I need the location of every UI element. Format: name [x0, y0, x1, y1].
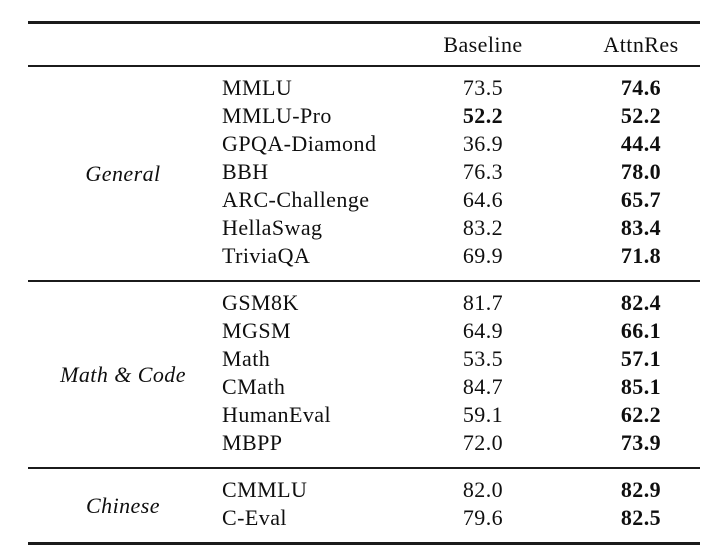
- group-general: General MMLU 73.5 74.6 MMLU-Pro 52.2 52.…: [28, 66, 700, 281]
- baseline-value: 72.0: [462, 430, 504, 455]
- baseline-value: 76.3: [462, 159, 504, 184]
- group-math-code: Math & Code GSM8K 81.7 82.4 MGSM 64.9 66…: [28, 281, 700, 468]
- table-row: GPQA-Diamond 36.9 44.4: [28, 130, 700, 158]
- attnres-value: 85.1: [620, 374, 662, 399]
- table-row: C-Eval 79.6 82.5: [28, 504, 700, 544]
- table-row: TriviaQA 69.9 71.8: [28, 242, 700, 281]
- baseline-value: 53.5: [462, 346, 504, 371]
- benchmark-name: MBPP: [222, 430, 283, 455]
- benchmark-name: GPQA-Diamond: [222, 131, 377, 156]
- baseline-value: 64.9: [462, 318, 504, 343]
- attnres-value: 71.8: [620, 243, 662, 268]
- benchmark-name: GSM8K: [222, 290, 299, 315]
- table-row: MGSM 64.9 66.1: [28, 317, 700, 345]
- attnres-value: 73.9: [620, 430, 662, 455]
- table-row: BBH 76.3 78.0: [28, 158, 700, 186]
- group-label-math-code: Math & Code: [60, 361, 186, 387]
- benchmark-name: MGSM: [222, 318, 292, 343]
- group-label-general: General: [85, 160, 161, 186]
- group-label-chinese: Chinese: [86, 492, 160, 518]
- table-row: Chinese CMMLU 82.0 82.9: [28, 468, 700, 518]
- attnres-value: 78.0: [620, 159, 662, 184]
- benchmark-name: CMMLU: [222, 477, 308, 502]
- baseline-value: 73.5: [462, 75, 504, 100]
- attnres-value: 74.6: [620, 75, 662, 100]
- benchmark-name: BBH: [222, 159, 269, 184]
- benchmark-name: ARC-Challenge: [222, 187, 370, 212]
- baseline-value: 36.9: [462, 131, 504, 156]
- benchmark-name: TriviaQA: [222, 243, 311, 268]
- table-row: Math & Code GSM8K 81.7 82.4: [28, 281, 700, 387]
- header-attnres: AttnRes: [603, 31, 679, 57]
- attnres-value: 65.7: [620, 187, 662, 212]
- benchmark-name: HumanEval: [222, 402, 332, 427]
- attnres-value: 57.1: [620, 346, 662, 371]
- baseline-value: 69.9: [462, 243, 504, 268]
- benchmark-name: C-Eval: [222, 505, 287, 530]
- baseline-value: 83.2: [462, 215, 504, 240]
- attnres-value: 82.4: [620, 290, 662, 315]
- table-row: MBPP 72.0 73.9: [28, 429, 700, 468]
- attnres-value: 66.1: [620, 318, 662, 343]
- table-row: ARC-Challenge 64.6 65.7: [28, 186, 700, 214]
- attnres-value: 62.2: [620, 402, 662, 427]
- header-row: Baseline AttnRes: [28, 23, 700, 67]
- table-row: General MMLU 73.5 74.6: [28, 66, 700, 186]
- attnres-value: 52.2: [620, 103, 662, 128]
- group-chinese: Chinese CMMLU 82.0 82.9 C-Eval 79.6 82.5: [28, 468, 700, 544]
- table-row: HellaSwag 83.2 83.4: [28, 214, 700, 242]
- table-row: Math 53.5 57.1: [28, 345, 700, 373]
- attnres-value: 44.4: [620, 131, 662, 156]
- table-row: CMath 84.7 85.1: [28, 373, 700, 401]
- baseline-value: 79.6: [462, 505, 504, 530]
- baseline-value: 84.7: [462, 374, 504, 399]
- baseline-value: 52.2: [462, 103, 504, 128]
- attnres-value: 82.9: [620, 477, 662, 502]
- baseline-value: 64.6: [462, 187, 504, 212]
- header-empty-cell: [28, 23, 384, 67]
- header-baseline: Baseline: [443, 31, 523, 57]
- attnres-value: 82.5: [620, 505, 662, 530]
- benchmark-name: MMLU-Pro: [222, 103, 332, 128]
- benchmark-name: MMLU: [222, 75, 293, 100]
- attnres-value: 83.4: [620, 215, 662, 240]
- table-row: HumanEval 59.1 62.2: [28, 401, 700, 429]
- table-row: MMLU-Pro 52.2 52.2: [28, 102, 700, 130]
- benchmark-name: HellaSwag: [222, 215, 323, 240]
- benchmark-name: CMath: [222, 374, 286, 399]
- baseline-value: 82.0: [462, 477, 504, 502]
- benchmark-name: Math: [222, 346, 271, 371]
- benchmark-results-table: Baseline AttnRes General MMLU 73.5 74.6 …: [28, 21, 700, 545]
- baseline-value: 81.7: [462, 290, 504, 315]
- baseline-value: 59.1: [462, 402, 504, 427]
